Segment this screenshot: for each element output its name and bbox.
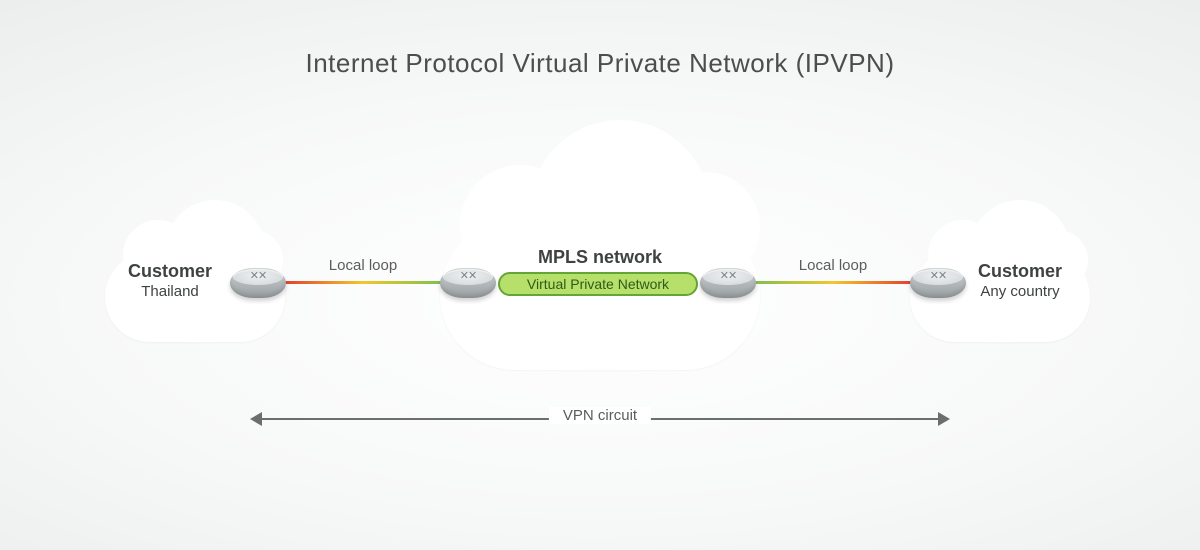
wire-local-loop-right <box>752 281 914 284</box>
diagram-stage: Internet Protocol Virtual Private Networ… <box>0 0 1200 550</box>
label-customer-right: Customer Any country <box>955 260 1085 301</box>
vpn-circuit-label: VPN circuit <box>549 407 651 424</box>
subheading: Any country <box>955 283 1085 302</box>
router-3: ✕✕ <box>700 268 756 298</box>
label-local-loop-right: Local loop <box>752 257 914 274</box>
arrowhead-right-icon <box>938 412 950 426</box>
label-customer-left: Customer Thailand <box>110 260 230 301</box>
router-2: ✕✕ <box>440 268 496 298</box>
heading: Customer <box>955 260 1085 283</box>
vpn-circuit-arrow: VPN circuit <box>250 405 950 433</box>
router-icon: ✕✕ <box>440 267 496 285</box>
wire-local-loop-left <box>282 281 444 284</box>
router-icon: ✕✕ <box>700 267 756 285</box>
subheading: Thailand <box>110 283 230 302</box>
vpn-tunnel-label: Virtual Private Network <box>498 272 698 296</box>
router-1: ✕✕ <box>230 268 286 298</box>
heading: MPLS network <box>515 246 685 269</box>
router-icon: ✕✕ <box>230 267 286 285</box>
label-mpls: MPLS network <box>515 246 685 269</box>
heading: Customer <box>110 260 230 283</box>
arrowhead-left-icon <box>250 412 262 426</box>
page-title: Internet Protocol Virtual Private Networ… <box>0 48 1200 79</box>
label-local-loop-left: Local loop <box>282 257 444 274</box>
